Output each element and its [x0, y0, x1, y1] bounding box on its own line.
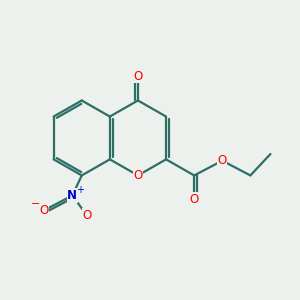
Text: O: O [133, 169, 142, 182]
Text: O: O [82, 209, 92, 222]
Text: O: O [218, 154, 227, 167]
Text: +: + [76, 184, 84, 195]
Text: O: O [133, 70, 142, 83]
Text: O: O [40, 204, 49, 217]
Text: −: − [31, 199, 40, 209]
Text: N: N [68, 189, 77, 202]
Text: O: O [190, 193, 199, 206]
